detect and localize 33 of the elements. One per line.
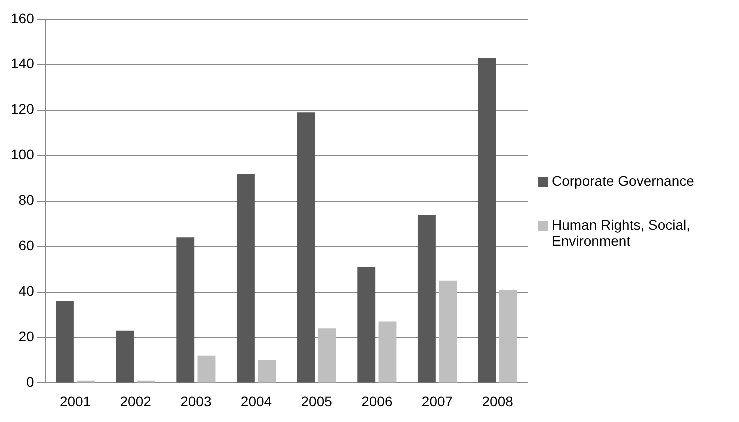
y-tick-label: 140	[11, 56, 35, 72]
x-tick-label: 2003	[180, 393, 212, 410]
bar	[378, 322, 397, 383]
bar	[418, 214, 436, 383]
bar	[236, 174, 255, 383]
y-tick-label: 80	[18, 192, 35, 208]
x-tick-label: 2002	[120, 393, 152, 410]
y-tick-label: 120	[11, 101, 35, 118]
bar	[198, 356, 216, 383]
x-tick-label: 2004	[240, 393, 272, 410]
bar	[358, 267, 376, 383]
x-tick-label: 2001	[60, 393, 92, 410]
bar	[318, 328, 336, 383]
bar	[439, 280, 458, 383]
bar	[297, 112, 316, 383]
bar	[176, 238, 195, 383]
y-tick-label: 100	[11, 146, 35, 163]
legend-label: Corporate Governance	[552, 173, 694, 189]
y-tick-label: 40	[18, 283, 35, 300]
bar	[56, 301, 74, 383]
y-tick-label: 0	[26, 374, 35, 390]
x-tick-label: 2005	[301, 393, 333, 410]
x-tick-label: 2008	[482, 393, 514, 410]
x-tick-label: 2006	[362, 393, 393, 410]
y-tick-label: 160	[11, 10, 35, 26]
bar	[499, 290, 518, 383]
bar	[478, 58, 496, 383]
legend-label: Human Rights, Social, Environment	[552, 217, 692, 249]
x-tick-label: 2007	[422, 393, 454, 410]
bar	[116, 330, 134, 383]
bar	[258, 360, 276, 383]
y-tick-label: 60	[18, 238, 35, 254]
y-tick-label: 20	[18, 328, 35, 345]
